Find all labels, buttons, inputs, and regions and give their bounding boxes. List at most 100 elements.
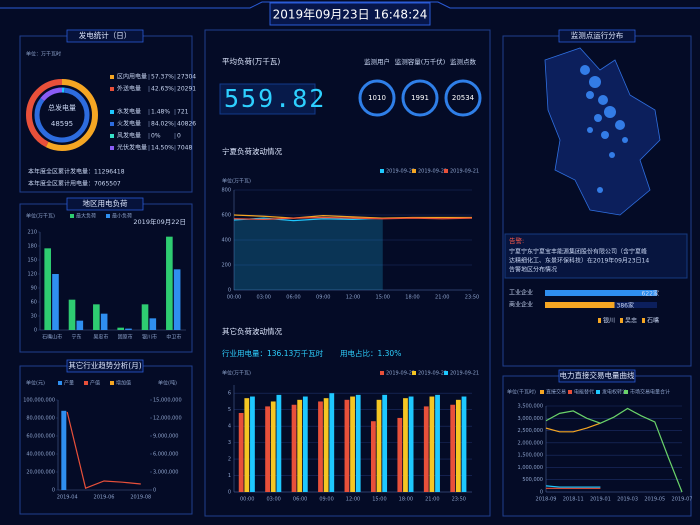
legend-swatch (84, 381, 88, 385)
avg-load-label: 平均负荷(万千瓦) (222, 56, 280, 66)
x-tick-label: 03:00 (266, 497, 280, 503)
bar (329, 393, 335, 492)
y2-tick-label: 12,000,000 (153, 416, 182, 422)
y-tick-label: 0 (228, 288, 231, 294)
x-tick-label: 15:00 (376, 295, 390, 301)
bar (291, 404, 297, 492)
bar (61, 410, 67, 490)
bar (376, 399, 382, 492)
legend-amount: 40826 (177, 121, 196, 128)
y2-tick-label: 0 (153, 488, 156, 494)
bar (455, 399, 461, 492)
legend-label: 产值 (90, 380, 100, 387)
chart-title: 告警地区分布情况 (509, 266, 557, 274)
area (234, 218, 383, 290)
unit-label: 单位(万千瓦) (222, 178, 251, 185)
legend-swatch (412, 371, 416, 375)
chart-date: 2019年09月22日 (133, 217, 186, 226)
counter-value: 20534 (452, 94, 475, 102)
y-tick-label: 0 (52, 488, 55, 494)
legend-label: 最大负荷 (76, 213, 96, 220)
bar (435, 394, 440, 492)
y-tick-label: 40,000,000 (26, 452, 55, 458)
x-tick-label: 中卫市 (166, 334, 181, 341)
alarm-label: 告警: (509, 236, 524, 245)
bar (429, 396, 435, 492)
y-tick-label: 3 (228, 440, 231, 446)
bar (344, 399, 350, 492)
x-tick-label: 21:00 (425, 497, 439, 503)
region-swatch (598, 318, 601, 323)
x-tick-label: 09:00 (319, 497, 333, 503)
legend-swatch (110, 110, 114, 114)
bar (250, 396, 255, 492)
x-tick-label: 18:00 (399, 497, 413, 503)
legend-swatch (110, 87, 114, 91)
bar (125, 328, 132, 330)
unit-label: 单位(吨) (158, 380, 177, 387)
chart-title: 宁夏负荷波动情况 (222, 146, 282, 156)
legend-swatch (444, 371, 448, 375)
counter-label: 监测容量(万千伏) (395, 57, 446, 66)
x-tick-label: 2019-03 (617, 497, 638, 503)
annotation: 行业用电量：136.13万千瓦时 (222, 348, 324, 358)
region-swatch (620, 318, 623, 323)
x-tick-label: 2019-01 (590, 497, 611, 503)
center-label: 总发电量 (48, 103, 76, 112)
x-tick-label: 2019-06 (94, 495, 115, 501)
unit-label: 单位(万千瓦) (222, 370, 251, 377)
y-tick-label: 60,000,000 (26, 434, 55, 440)
legend-amount: 20291 (177, 86, 196, 93)
legend-name: 外送电量 (117, 85, 141, 93)
bar (450, 404, 456, 492)
legend-percent: 57.37% (151, 74, 174, 81)
legend-swatch (110, 122, 114, 126)
bar (423, 406, 429, 492)
bar (408, 396, 414, 492)
y-tick-label: 0 (540, 490, 543, 496)
y-tick-label: 600 (221, 213, 231, 219)
panel-tab (66, 359, 144, 373)
line (545, 485, 601, 488)
y-tick-label: 100,000,000 (23, 398, 55, 404)
unit-label: 单位(千瓦时) (507, 389, 536, 396)
y-tick-label: 30 (31, 314, 37, 320)
x-tick-label: 03:00 (257, 295, 271, 301)
y2-tick-label: 3,000,000 (153, 470, 178, 476)
y-tick-label: 1 (228, 473, 231, 479)
x-tick-label: 石嘴山市 (42, 334, 62, 341)
line (66, 411, 141, 490)
bar (382, 394, 388, 492)
alarm-text: 宁夏宁东宁夏宝丰能源集团股份有限公司（含宁夏峰 (509, 248, 647, 256)
line (233, 214, 472, 219)
x-tick-label: 18:00 (405, 295, 419, 301)
legend-amount: 27304 (177, 74, 196, 81)
bar (68, 299, 76, 330)
bar (276, 394, 282, 492)
y-tick-label: 60 (31, 300, 37, 306)
legend-amount: 7048 (177, 145, 192, 152)
panel-title: 发电统计（日） (79, 30, 132, 40)
region-label: 银川 (603, 317, 615, 325)
legend-percent: 1.48% (151, 109, 170, 116)
bar (100, 313, 108, 330)
y-tick-label: 200 (221, 263, 231, 269)
line (545, 407, 683, 493)
bar (403, 398, 408, 492)
panel-tab (558, 369, 636, 383)
chart-title: 其它负荷波动情况 (222, 326, 282, 336)
x-tick-label: 2018-11 (563, 497, 584, 503)
legend-swatch (106, 214, 110, 218)
legend-swatch (540, 390, 544, 394)
unit-label: 单位(元) (26, 380, 45, 387)
annotation: 用电占比：1.30% (340, 348, 401, 358)
y-tick-label: 2 (228, 457, 231, 463)
legend-swatch (380, 371, 384, 375)
legend-name: 光伏发电量 (117, 144, 147, 152)
bar (76, 320, 84, 330)
legend-swatch (412, 169, 416, 173)
bar (244, 398, 250, 492)
panel (204, 29, 491, 517)
bar (461, 396, 467, 492)
